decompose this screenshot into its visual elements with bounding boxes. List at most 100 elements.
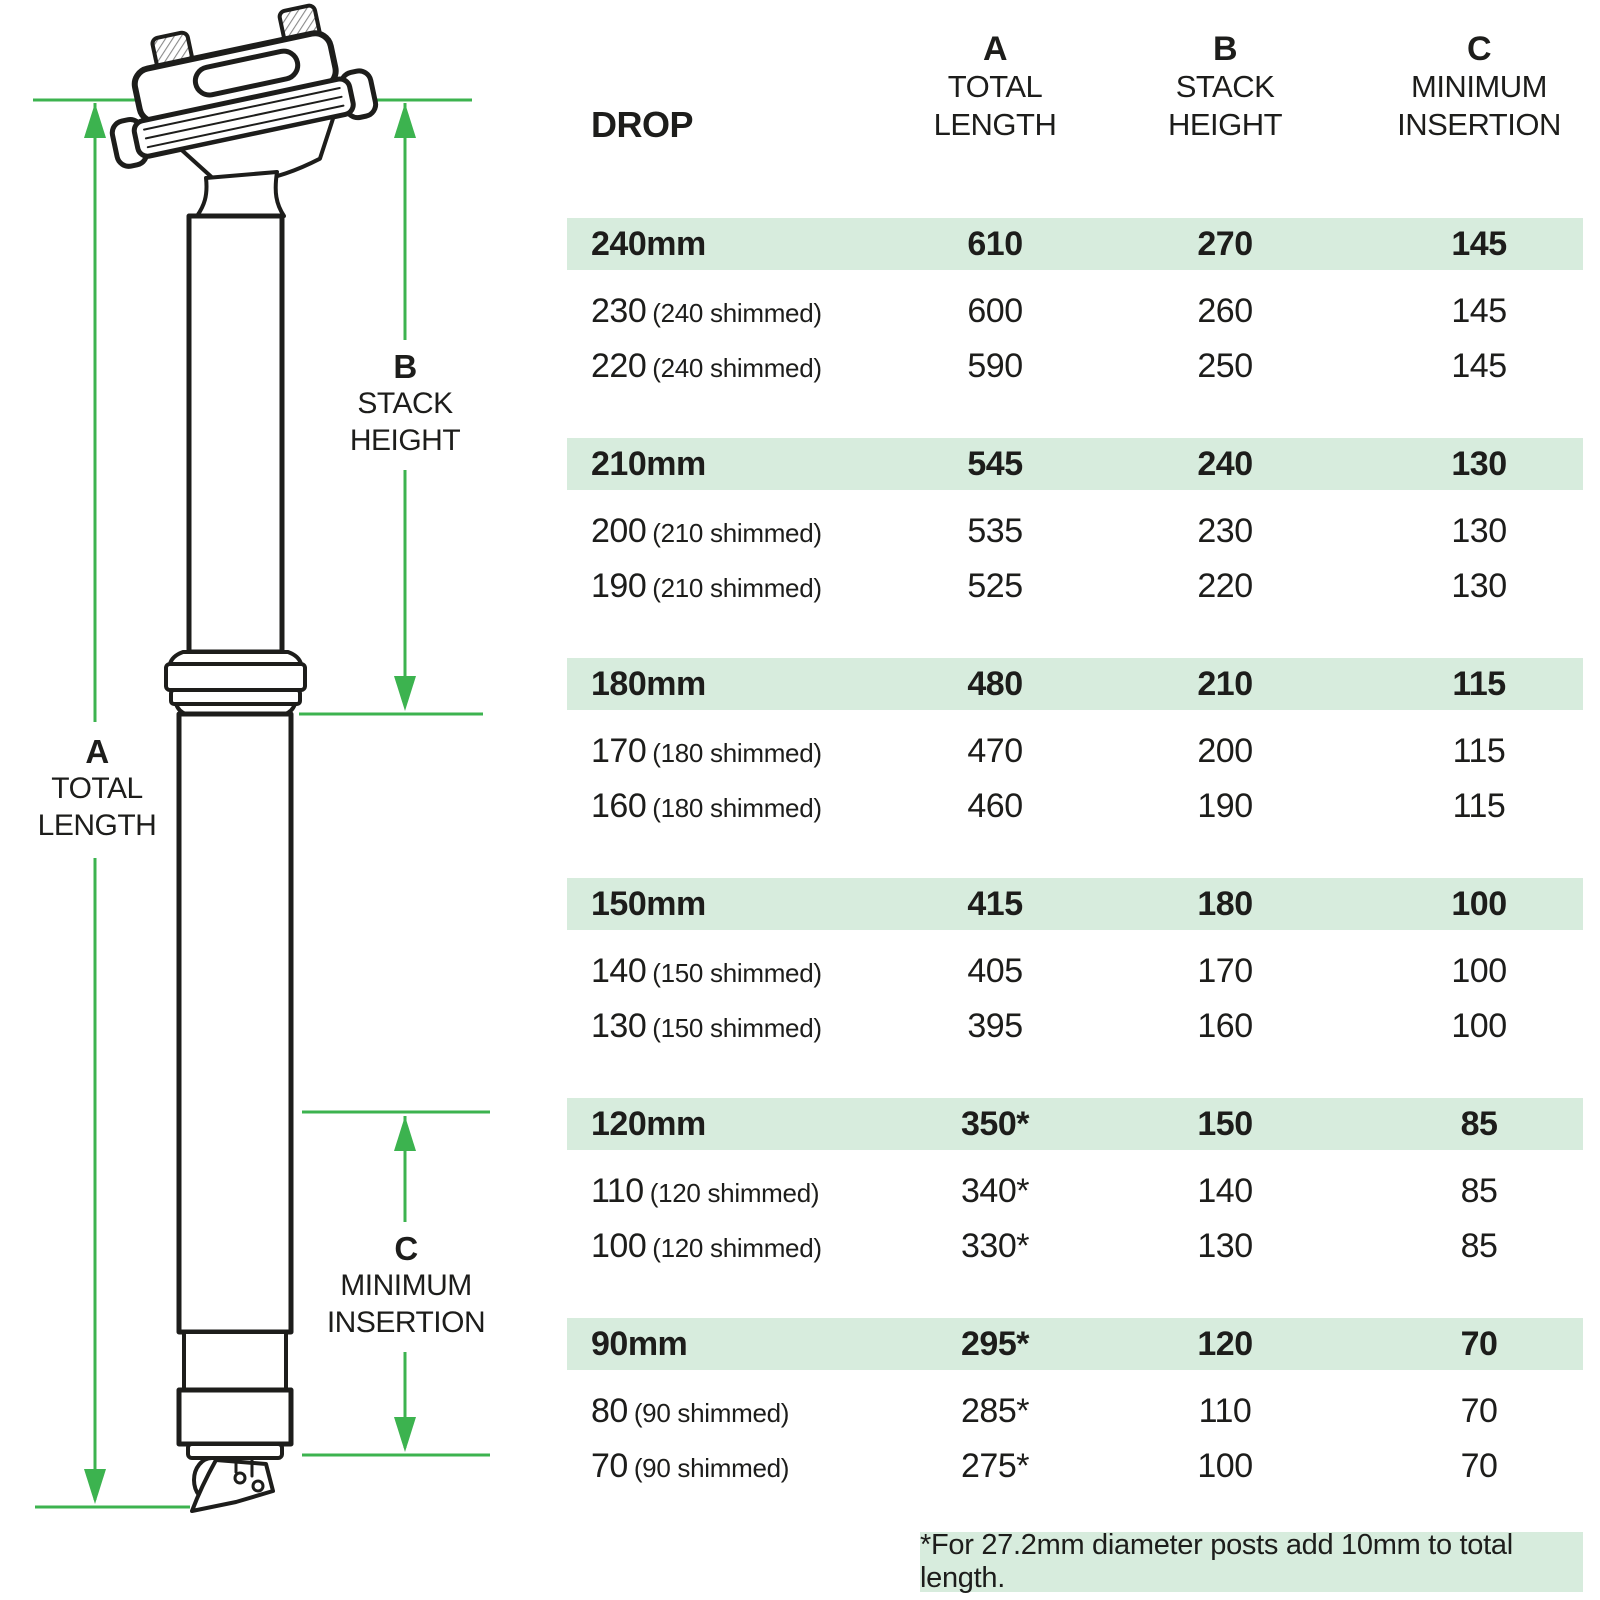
total-length-value: 590 — [967, 347, 1023, 385]
drop-value: 240mm — [591, 224, 706, 263]
drop-value: 200 — [591, 512, 647, 550]
spec-row: 220 (240 shimmed) 590 250 145 — [567, 339, 1583, 394]
drop-value: 110 — [591, 1172, 644, 1210]
seatpost-drawing — [33, 3, 490, 1513]
group-header-row: 210mm 545 240 130 — [567, 438, 1583, 490]
spec-table: DROP A TOTAL LENGTH B STACK HEIGHT C MIN… — [567, 0, 1583, 1600]
upper-tube — [186, 213, 285, 655]
drop-cell: 220 (240 shimmed) — [567, 347, 915, 386]
lower-tube-bottom-band — [176, 1387, 294, 1447]
group-header-row: 150mm 415 180 100 — [567, 878, 1583, 930]
column-letter-a: A — [982, 30, 1008, 68]
seatpost-diagram: A TOTAL LENGTH B STACK HEIGHT C MINIMUM … — [0, 0, 560, 1600]
drop-cell: 100 (120 shimmed) — [567, 1227, 915, 1266]
drop-value: 100 — [591, 1227, 647, 1265]
drop-value: 210mm — [591, 444, 706, 483]
stack-height-label: B STACK HEIGHT — [314, 348, 496, 459]
total-length-value: 470 — [967, 732, 1023, 770]
minimum-insertion-value: 85 — [1460, 1172, 1498, 1210]
minimum-insertion-value: 145 — [1451, 292, 1507, 330]
stack-height-value: 180 — [1197, 884, 1253, 923]
stack-height-value: 130 — [1197, 1227, 1253, 1265]
bottom-cap — [186, 1442, 284, 1460]
drop-group: 210mm 545 240 130 200 (210 shimmed) 535 2… — [567, 438, 1583, 658]
head-neck — [195, 170, 286, 218]
minimum-insertion-line2: INSERTION — [326, 1306, 486, 1339]
minimum-insertion-value: 145 — [1451, 347, 1507, 385]
total-length-value: 285* — [961, 1392, 1029, 1430]
column-b-line1: STACK — [1175, 69, 1275, 104]
column-header-minimum-insertion: C MINIMUM INSERTION — [1375, 30, 1583, 144]
drop-value: 220 — [591, 347, 647, 385]
column-a-line1: TOTAL — [947, 69, 1043, 104]
drop-value: 150mm — [591, 884, 706, 923]
drop-cell: 110 (120 shimmed) — [567, 1172, 915, 1211]
saddle-clamp-head — [109, 3, 379, 184]
drop-shim-note: (150 shimmed) — [652, 1013, 822, 1043]
minimum-insertion-value: 100 — [1451, 884, 1507, 923]
drop-value: 90mm — [591, 1324, 688, 1363]
collar — [164, 650, 307, 716]
stack-height-value: 250 — [1197, 347, 1253, 385]
dimension-letter-b: B — [393, 348, 417, 385]
total-length-value: 350* — [961, 1104, 1029, 1143]
stack-height-value: 190 — [1197, 787, 1253, 825]
drop-cell: 70 (90 shimmed) — [567, 1447, 915, 1486]
stack-height-value: 170 — [1197, 952, 1253, 990]
drop-cell: 160 (180 shimmed) — [567, 787, 915, 826]
stack-height-value: 230 — [1197, 512, 1253, 550]
minimum-insertion-value: 145 — [1451, 224, 1507, 263]
minimum-insertion-value: 85 — [1460, 1104, 1498, 1143]
drop-cell: 240mm — [567, 225, 915, 264]
total-length-value: 330* — [961, 1227, 1029, 1265]
group-header-row: 90mm 295* 120 70 — [567, 1318, 1583, 1370]
minimum-insertion-value: 130 — [1451, 512, 1507, 550]
drop-group: 180mm 480 210 115 170 (180 shimmed) 470 2… — [567, 658, 1583, 878]
drop-group: 120mm 350* 150 85 110 (120 shimmed) 340* … — [567, 1098, 1583, 1318]
drop-shim-note: (90 shimmed) — [633, 1398, 790, 1428]
total-length-label: A TOTAL LENGTH — [6, 733, 188, 844]
drop-cell: 150mm — [567, 885, 915, 924]
stack-height-line2: HEIGHT — [349, 424, 461, 457]
drop-cell: 140 (150 shimmed) — [567, 952, 915, 991]
drop-value: 70 — [591, 1447, 628, 1485]
drop-value: 160 — [591, 787, 647, 825]
drop-shim-note: (150 shimmed) — [652, 958, 822, 988]
drop-value: 120mm — [591, 1104, 706, 1143]
drop-cell: 200 (210 shimmed) — [567, 512, 915, 551]
total-length-value: 480 — [967, 664, 1023, 703]
drop-cell: 90mm — [567, 1325, 915, 1364]
total-length-value: 535 — [967, 512, 1023, 550]
minimum-insertion-line1: MINIMUM — [340, 1269, 472, 1302]
drop-group: 240mm 610 270 145 230 (240 shimmed) 600 2… — [567, 218, 1583, 438]
spec-row: 160 (180 shimmed) 460 190 115 — [567, 779, 1583, 834]
drop-value: 180mm — [591, 664, 706, 703]
group-header-row: 180mm 480 210 115 — [567, 658, 1583, 710]
minimum-insertion-value: 115 — [1452, 787, 1506, 825]
dimension-arrowheads — [84, 103, 416, 1504]
stack-height-value: 150 — [1197, 1104, 1253, 1143]
column-c-line2: INSERTION — [1397, 107, 1561, 142]
stack-height-value: 120 — [1197, 1324, 1253, 1363]
total-length-line1: TOTAL — [51, 772, 143, 805]
total-length-value: 460 — [967, 787, 1023, 825]
actuator — [190, 1456, 275, 1513]
column-letter-c: C — [1466, 30, 1492, 68]
stack-height-value: 210 — [1197, 664, 1253, 703]
drop-cell: 170 (180 shimmed) — [567, 732, 915, 771]
stack-height-value: 260 — [1197, 292, 1253, 330]
drop-value: 140 — [591, 952, 647, 990]
total-length-value: 600 — [967, 292, 1023, 330]
drop-value: 130 — [591, 1007, 647, 1045]
drop-shim-note: (90 shimmed) — [633, 1453, 790, 1483]
stack-height-value: 200 — [1197, 732, 1253, 770]
total-length-value: 395 — [967, 1007, 1023, 1045]
minimum-insertion-value: 70 — [1460, 1392, 1498, 1430]
seatpost-illustration — [109, 3, 379, 1513]
drop-value: 230 — [591, 292, 647, 330]
drop-cell: 130 (150 shimmed) — [567, 1007, 915, 1046]
drop-shim-note: (120 shimmed) — [652, 1233, 822, 1263]
minimum-insertion-value: 70 — [1460, 1324, 1498, 1363]
drop-cell: 180mm — [567, 665, 915, 704]
